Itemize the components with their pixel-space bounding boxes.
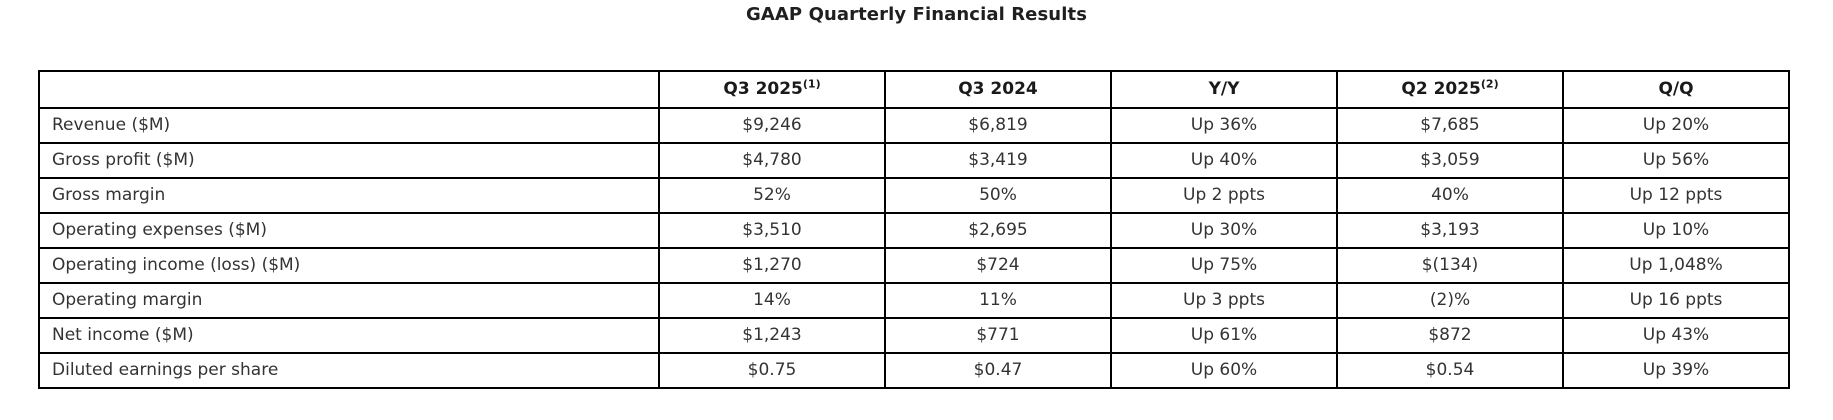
cell-q2-2025: $(134) <box>1336 247 1564 284</box>
cell-q3-2024: $6,819 <box>884 107 1112 144</box>
table-row-gross-margin: Gross margin 52% 50% Up 2 ppts 40% Up 12… <box>38 177 1790 214</box>
row-label: Gross profit ($M) <box>38 142 660 179</box>
col-header-label: Q/Q <box>1658 79 1694 100</box>
cell-yy: Up 61% <box>1110 317 1338 354</box>
footnote-ref-1: (1) <box>802 77 821 91</box>
cell-q3-2025: $3,510 <box>658 212 886 249</box>
table-row-revenue: Revenue ($M) $9,246 $6,819 Up 36% $7,685… <box>38 107 1790 144</box>
cell-q2-2025: 40% <box>1336 177 1564 214</box>
cell-q3-2025: $1,270 <box>658 247 886 284</box>
cell-yy: Up 40% <box>1110 142 1338 179</box>
table-row-gross-profit: Gross profit ($M) $4,780 $3,419 Up 40% $… <box>38 142 1790 179</box>
cell-qq: Up 56% <box>1562 142 1790 179</box>
cell-qq: Up 10% <box>1562 212 1790 249</box>
cell-q3-2025: $9,246 <box>658 107 886 144</box>
footnote-ref-2: (2) <box>1480 77 1499 91</box>
cell-q2-2025: $7,685 <box>1336 107 1564 144</box>
cell-yy: Up 36% <box>1110 107 1338 144</box>
cell-qq: Up 16 ppts <box>1562 282 1790 319</box>
cell-q3-2024: 50% <box>884 177 1112 214</box>
cell-qq: Up 12 ppts <box>1562 177 1790 214</box>
cell-q2-2025: $0.54 <box>1336 352 1564 389</box>
cell-q3-2025: $1,243 <box>658 317 886 354</box>
table-row-diluted-eps: Diluted earnings per share $0.75 $0.47 U… <box>38 352 1790 389</box>
cell-q3-2024: $724 <box>884 247 1112 284</box>
cell-q3-2024: $2,695 <box>884 212 1112 249</box>
table-row-operating-margin: Operating margin 14% 11% Up 3 ppts (2)% … <box>38 282 1790 319</box>
cell-q2-2025: $3,059 <box>1336 142 1564 179</box>
financial-results-table: Q3 2025(1) Q3 2024 Y/Y Q2 2025(2) Q/Q Re… <box>38 70 1790 389</box>
table-row-net-income: Net income ($M) $1,243 $771 Up 61% $872 … <box>38 317 1790 354</box>
cell-q2-2025: (2)% <box>1336 282 1564 319</box>
col-header-label: Y/Y <box>1208 79 1240 100</box>
cell-qq: Up 20% <box>1562 107 1790 144</box>
cell-q3-2025: 52% <box>658 177 886 214</box>
row-label: Operating income (loss) ($M) <box>38 247 660 284</box>
row-label: Revenue ($M) <box>38 107 660 144</box>
cell-qq: Up 43% <box>1562 317 1790 354</box>
cell-yy: Up 75% <box>1110 247 1338 284</box>
cell-yy: Up 2 ppts <box>1110 177 1338 214</box>
col-header-blank <box>38 70 660 109</box>
cell-q3-2024: $771 <box>884 317 1112 354</box>
cell-q3-2024: $3,419 <box>884 142 1112 179</box>
table-row-operating-income: Operating income (loss) ($M) $1,270 $724… <box>38 247 1790 284</box>
cell-q3-2024: 11% <box>884 282 1112 319</box>
cell-q3-2025: $0.75 <box>658 352 886 389</box>
cell-q3-2025: $4,780 <box>658 142 886 179</box>
cell-yy: Up 3 ppts <box>1110 282 1338 319</box>
row-label: Diluted earnings per share <box>38 352 660 389</box>
cell-qq: Up 39% <box>1562 352 1790 389</box>
page-title: GAAP Quarterly Financial Results <box>745 4 1088 25</box>
col-header-label: Q2 2025 <box>1401 79 1481 100</box>
row-label: Net income ($M) <box>38 317 660 354</box>
cell-q2-2025: $872 <box>1336 317 1564 354</box>
col-header-qq: Q/Q <box>1562 70 1790 109</box>
cell-qq: Up 1,048% <box>1562 247 1790 284</box>
row-label: Operating margin <box>38 282 660 319</box>
table-row-operating-expenses: Operating expenses ($M) $3,510 $2,695 Up… <box>38 212 1790 249</box>
col-header-yy: Y/Y <box>1110 70 1338 109</box>
col-header-q3-2025: Q3 2025(1) <box>658 70 886 109</box>
row-label: Gross margin <box>38 177 660 214</box>
col-header-q2-2025: Q2 2025(2) <box>1336 70 1564 109</box>
cell-yy: Up 60% <box>1110 352 1338 389</box>
cell-q3-2024: $0.47 <box>884 352 1112 389</box>
col-header-label: Q3 2025 <box>723 79 803 100</box>
header-row: Q3 2025(1) Q3 2024 Y/Y Q2 2025(2) Q/Q <box>38 70 1790 109</box>
row-label: Operating expenses ($M) <box>38 212 660 249</box>
cell-q3-2025: 14% <box>658 282 886 319</box>
col-header-label: Q3 2024 <box>958 79 1038 100</box>
cell-q2-2025: $3,193 <box>1336 212 1564 249</box>
cell-yy: Up 30% <box>1110 212 1338 249</box>
col-header-q3-2024: Q3 2024 <box>884 70 1112 109</box>
